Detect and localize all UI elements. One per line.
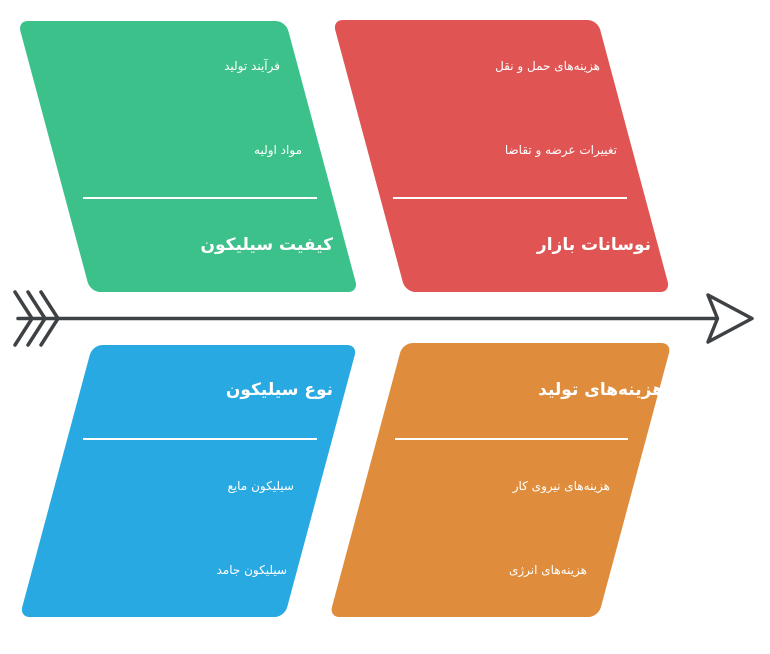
cause-item: سیلیکون جامد [216,563,287,577]
cause-item: سیلیکون مایع [227,479,294,493]
separator-line [393,197,627,199]
branch-title-silicon-type: نوع سیلیکون [225,380,333,400]
cause-item: مواد اولیه [254,143,302,157]
separator-line [83,438,317,440]
tail-chevron-icon [26,290,47,347]
cause-item: هزینه‌های انرژی [508,563,587,577]
tail-chevron-icon [13,290,34,347]
separator-line [83,197,317,199]
cause-item: هزینه‌های نیروی کار [512,479,610,493]
tail-chevron-icon [39,290,60,347]
branch-title-silicon-quality: کیفیت سیلیکون [200,235,333,255]
branch-title-market-fluctuations: نوسانات بازار [536,235,651,255]
arrowhead-icon [706,293,754,344]
cause-item: تغییرات عرضه و تقاضا [504,143,617,157]
branch-title-production-costs: هزینه‌های تولید [538,380,664,400]
cause-item: فرآیند تولید [224,59,280,73]
separator-line [395,438,628,440]
cause-item: هزینه‌های حمل و نقل [495,59,600,73]
